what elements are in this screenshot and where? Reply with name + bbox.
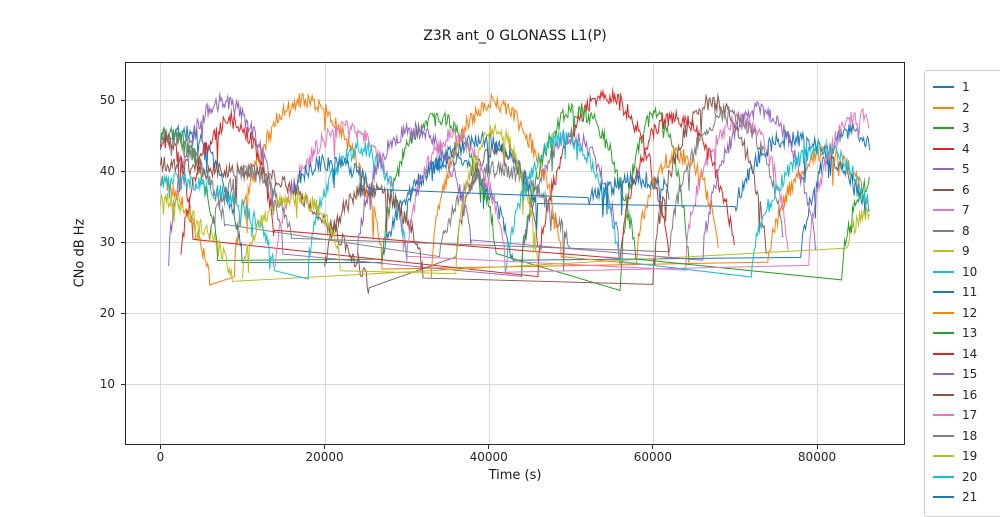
legend-line-sample [933,188,954,191]
legend-label: 18 [962,428,978,443]
legend-label: 3 [962,121,970,136]
legend-entry: 10 [933,262,1000,283]
legend-entry: 15 [933,364,1000,385]
legend-line-sample [933,455,954,458]
legend-label: 17 [962,408,978,423]
legend-entry: 18 [933,426,1000,447]
legend-label: 11 [962,285,978,300]
y-tick-label: 50 [99,93,115,108]
legend-label: 7 [962,203,970,218]
legend-entry: 9 [933,241,1000,262]
legend-entry: 7 [933,200,1000,221]
legend-label: 2 [962,100,970,115]
legend-entry: 2 [933,98,1000,119]
legend-label: 10 [962,264,978,279]
legend-line-sample [933,496,954,499]
legend-entry: 1 [933,77,1000,98]
legend-entry: 17 [933,405,1000,426]
y-tick-label: 40 [99,164,115,179]
legend-line-sample [933,475,954,478]
legend-entry: 4 [933,139,1000,160]
y-tick-mark [121,241,125,243]
x-tick-mark [488,445,490,449]
legend-line-sample [933,106,954,109]
legend-entry: 19 [933,446,1000,467]
y-tick-label: 30 [99,235,115,250]
legend-line-sample [933,127,954,130]
legend-line-sample [933,250,954,253]
legend-label: 6 [962,182,970,197]
legend-label: 9 [962,244,970,259]
legend-entry: 12 [933,303,1000,324]
legend-line-sample [933,229,954,232]
legend-line-sample [933,270,954,273]
y-axis-label: CNo dB Hz [72,218,88,288]
legend: 1 2 3 4 5 6 7 8 9 10 11 12 13 14 15 16 17 18 19 20 21 [924,70,1000,517]
legend-label: 13 [962,326,978,341]
legend-label: 15 [962,367,978,382]
x-tick-label: 80000 [797,450,837,464]
x-tick-label: 0 [156,450,165,464]
legend-label: 5 [962,162,970,177]
legend-line-sample [933,434,954,437]
legend-entry: 14 [933,344,1000,365]
legend-line-sample [933,291,954,294]
y-tick-mark [121,99,125,101]
legend-line-sample [933,393,954,396]
legend-label: 12 [962,305,978,320]
x-tick-label: 60000 [633,450,672,464]
legend-entry: 11 [933,282,1000,303]
legend-line-sample [933,86,954,89]
legend-line-sample [933,373,954,376]
legend-line-sample [933,168,954,171]
x-tick-mark [324,445,326,449]
legend-label: 4 [962,141,970,156]
legend-line-sample [933,414,954,417]
x-tick-mark [159,445,161,449]
legend-entry: 5 [933,159,1000,180]
legend-line-sample [933,209,954,212]
legend-label: 19 [962,449,978,464]
legend-entry: 13 [933,323,1000,344]
chart-title: Z3R ant_0 GLONASS L1(P) [423,28,607,44]
legend-line-sample [933,352,954,355]
x-tick-mark [816,445,818,449]
x-tick-label: 20000 [305,450,344,464]
x-tick-label: 40000 [469,450,508,464]
legend-entry: 8 [933,221,1000,242]
x-axis-label: Time (s) [488,468,542,483]
legend-entry: 3 [933,118,1000,139]
legend-line-sample [933,311,954,314]
legend-label: 1 [962,80,970,95]
legend-entry: 21 [933,487,1000,508]
y-tick-mark [121,383,125,385]
plot-area [125,62,905,445]
legend-label: 16 [962,387,978,402]
legend-label: 20 [962,469,978,484]
legend-label: 14 [962,346,978,361]
y-tick-label: 20 [99,306,115,321]
y-tick-mark [121,170,125,172]
legend-line-sample [933,147,954,150]
y-tick-label: 10 [99,377,115,391]
figure: Z3R ant_0 GLONASS L1(P) CNo dB Hz Time (… [72,28,1000,517]
legend-entry: 20 [933,467,1000,488]
y-tick-mark [121,312,125,314]
legend-entry: 6 [933,180,1000,201]
legend-label: 8 [962,223,970,238]
legend-label: 21 [962,490,978,505]
legend-entry: 16 [933,385,1000,406]
x-tick-mark [652,445,654,449]
legend-line-sample [933,332,954,335]
